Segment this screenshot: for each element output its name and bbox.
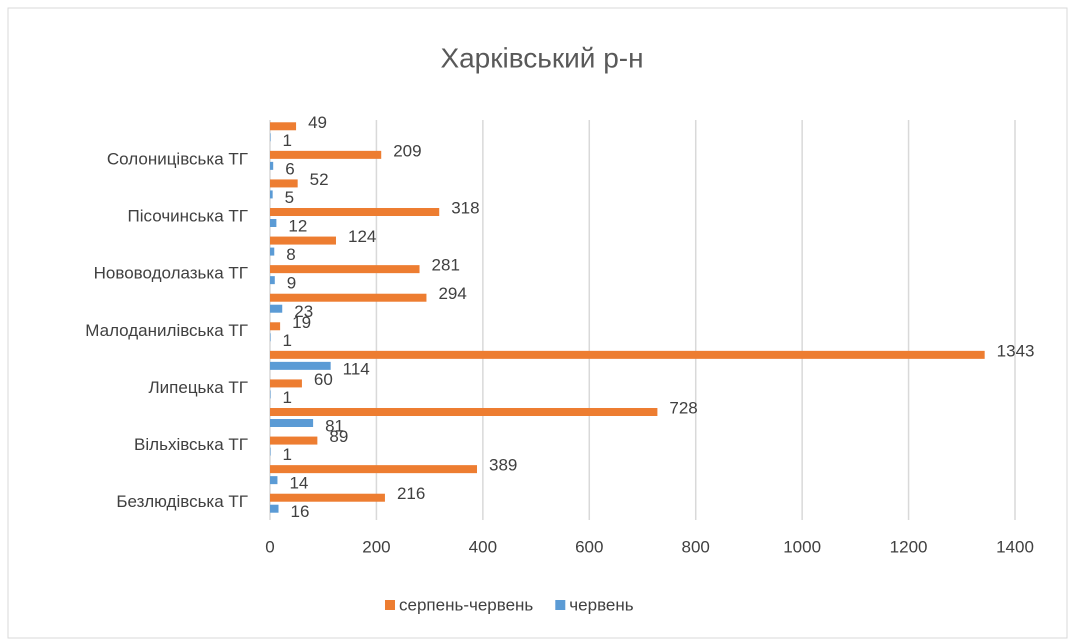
data-label: 389 (489, 456, 517, 475)
bar (270, 419, 314, 427)
data-label: 318 (451, 198, 479, 217)
y-tick-label: Малоданилівська ТГ (85, 321, 248, 340)
y-tick-label: Нововодолазька ТГ (94, 264, 248, 283)
legend-swatch (385, 600, 395, 610)
bar (270, 333, 271, 342)
bar (270, 208, 440, 216)
data-label: 12 (288, 216, 307, 235)
data-label: 16 (291, 502, 310, 521)
bar (270, 350, 985, 359)
data-label: 1 (283, 331, 292, 350)
bar (270, 379, 302, 388)
legend-swatch (555, 600, 566, 610)
x-tick-label: 1000 (783, 537, 821, 556)
x-tick-label: 0 (265, 537, 274, 556)
chart-title: Харківський р-н (440, 42, 643, 73)
data-label: 52 (310, 170, 329, 189)
x-tick-label: 400 (469, 537, 497, 556)
bar (270, 122, 297, 131)
bar (270, 390, 271, 399)
bar (270, 276, 275, 285)
x-tick-label: 800 (682, 537, 710, 556)
data-label: 1 (283, 388, 292, 407)
data-label: 209 (393, 141, 421, 160)
bar (270, 236, 336, 245)
y-tick-label: Солоницівська ТГ (107, 149, 248, 168)
data-label: 60 (314, 370, 333, 389)
data-label: 89 (329, 427, 348, 446)
bar (270, 247, 275, 256)
bar (270, 161, 274, 170)
bar (270, 476, 278, 485)
data-label: 14 (289, 474, 308, 493)
x-tick-label: 1200 (890, 537, 928, 556)
bar (270, 322, 281, 331)
data-label: 81 (325, 416, 344, 435)
bar (270, 493, 385, 502)
bar (270, 179, 298, 188)
data-label: 1343 (997, 341, 1035, 360)
y-tick-label: Пісочинська ТГ (128, 206, 248, 225)
legend-label: серпень-червень (399, 595, 533, 614)
bar (270, 265, 420, 274)
data-label: 728 (669, 398, 697, 417)
data-label: 1 (283, 131, 292, 150)
bar (270, 436, 318, 445)
data-label: 294 (438, 284, 466, 303)
bar (270, 361, 331, 370)
y-tick-label: Липецька ТГ (149, 378, 249, 397)
y-tick-label: Безлюдівська ТГ (116, 492, 248, 511)
data-label: 9 (287, 274, 296, 293)
data-label: 8 (286, 245, 295, 264)
bar (270, 447, 271, 456)
data-label: 23 (294, 302, 313, 321)
legend-label: червень (569, 595, 633, 614)
bar (270, 304, 283, 313)
data-label: 6 (285, 159, 294, 178)
bar (270, 150, 382, 159)
chart-frame (7, 7, 1068, 639)
data-label: 19 (292, 313, 311, 332)
y-tick-label: Вільхівська ТГ (134, 435, 248, 454)
data-label: 49 (308, 113, 327, 132)
x-tick-label: 200 (362, 537, 390, 556)
bar (270, 133, 271, 142)
bar (270, 293, 427, 302)
bar (270, 190, 273, 199)
data-label: 281 (432, 256, 460, 275)
x-tick-label: 600 (575, 537, 603, 556)
bar (270, 504, 279, 513)
data-label: 1 (283, 445, 292, 464)
bar (270, 408, 658, 416)
data-label: 216 (397, 484, 425, 503)
data-label: 5 (285, 188, 294, 207)
x-tick-label: 1400 (996, 537, 1034, 556)
data-label: 114 (343, 359, 370, 378)
data-label: 124 (348, 227, 376, 246)
bar (270, 465, 478, 474)
bar (270, 219, 277, 227)
